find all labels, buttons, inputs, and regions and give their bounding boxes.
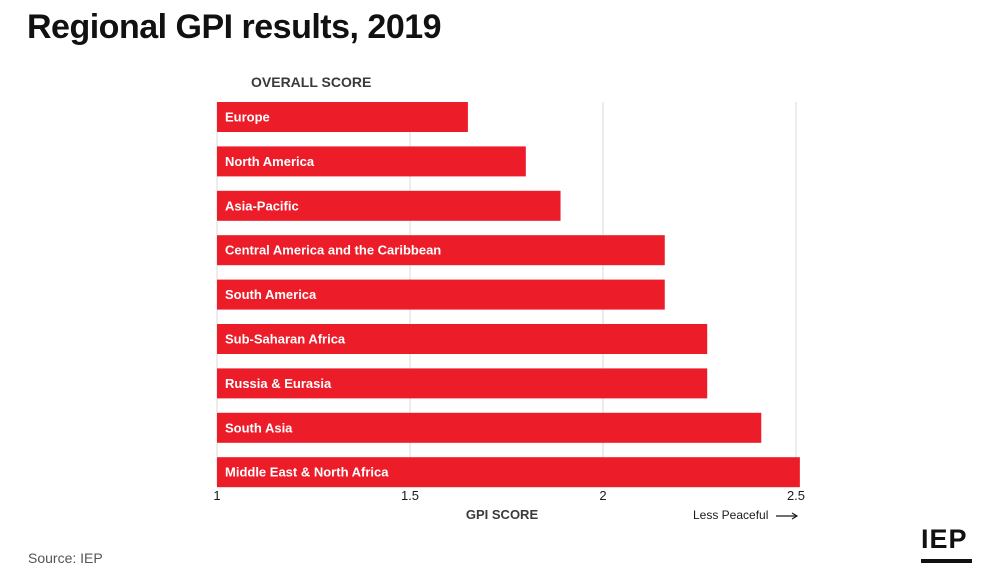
- bar: [217, 412, 762, 443]
- bar-label: Russia & Eurasia: [225, 376, 332, 391]
- bar: [217, 457, 800, 488]
- bar-label: North America: [225, 154, 315, 169]
- bar-label: Central America and the Caribbean: [225, 243, 441, 258]
- bar: [217, 235, 665, 266]
- bar: [217, 324, 708, 354]
- bar-label: South America: [225, 287, 317, 302]
- x-tick-label: 2: [599, 488, 606, 503]
- logo-underline: [921, 559, 972, 563]
- arrow-right-icon: [775, 512, 798, 520]
- x-tick-label: 1.5: [401, 488, 419, 503]
- bar: [217, 190, 561, 221]
- direction-note: Less Peaceful: [693, 508, 800, 522]
- bar-label: Europe: [225, 110, 270, 125]
- source-note: Source: IEP: [28, 550, 103, 566]
- column-header: OVERALL SCORE: [251, 74, 372, 90]
- bar: [217, 279, 665, 310]
- x-tick-label: 1: [213, 488, 220, 503]
- bar: [217, 102, 468, 132]
- bar-label: Sub-Saharan Africa: [225, 332, 346, 347]
- x-axis-label: GPI SCORE: [465, 507, 539, 522]
- direction-text: Less Peaceful: [693, 508, 769, 522]
- bar-label: Middle East & North Africa: [225, 465, 389, 480]
- iep-logo: IEP: [921, 524, 973, 564]
- bar-label: South Asia: [225, 420, 293, 435]
- bar: [217, 368, 708, 399]
- bar: [217, 146, 526, 177]
- logo-text: IEP: [921, 524, 968, 554]
- chart-title: Regional GPI results, 2019: [27, 8, 442, 46]
- bar-label: Asia-Pacific: [225, 198, 299, 213]
- x-tick-label: 2.5: [787, 488, 805, 503]
